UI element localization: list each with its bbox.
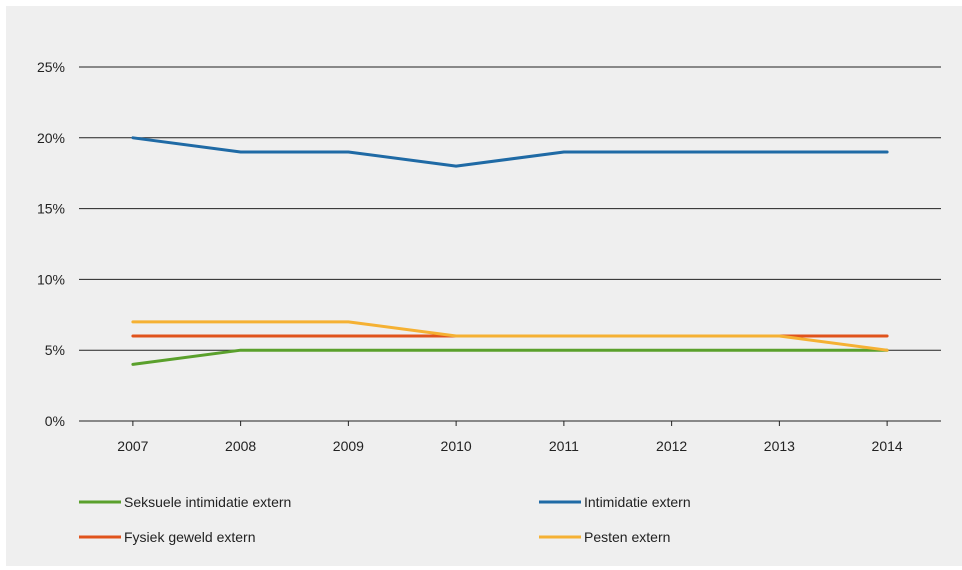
x-tick-label: 2011 xyxy=(549,438,579,454)
x-tick-label: 2010 xyxy=(441,438,472,454)
legend-label: Fysiek geweld extern xyxy=(124,529,256,545)
series-line-3 xyxy=(131,320,889,352)
x-tick-label: 2009 xyxy=(333,438,364,454)
series-line-0 xyxy=(131,348,889,366)
series-lines xyxy=(131,136,889,366)
x-tick-label: 2014 xyxy=(872,438,903,454)
x-axis-tick-labels: 2007 2008 2009 2010 2011 2012 2013 2014 xyxy=(117,421,903,454)
y-tick-label: 5% xyxy=(45,342,65,358)
y-tick-label: 25% xyxy=(37,59,65,75)
x-tick-label: 2012 xyxy=(656,438,687,454)
legend-label: Pesten extern xyxy=(584,529,670,545)
y-axis-tick-labels: 0% 5% 10% 15% 20% 25% xyxy=(37,59,65,429)
legend-label: Seksuele intimidatie extern xyxy=(124,494,291,510)
y-tick-label: 0% xyxy=(45,413,65,429)
x-tick-label: 2007 xyxy=(117,438,148,454)
chart-panel xyxy=(6,6,962,566)
x-tick-label: 2013 xyxy=(764,438,795,454)
gridlines xyxy=(79,66,941,422)
legend-label: Intimidatie extern xyxy=(584,494,691,510)
series-line-1 xyxy=(131,136,889,168)
x-tick-label: 2008 xyxy=(225,438,256,454)
y-tick-label: 10% xyxy=(37,271,65,287)
y-tick-label: 20% xyxy=(37,130,65,146)
y-tick-label: 15% xyxy=(37,201,65,217)
legend: Seksuele intimidatie extern Intimidatie e… xyxy=(79,494,691,545)
